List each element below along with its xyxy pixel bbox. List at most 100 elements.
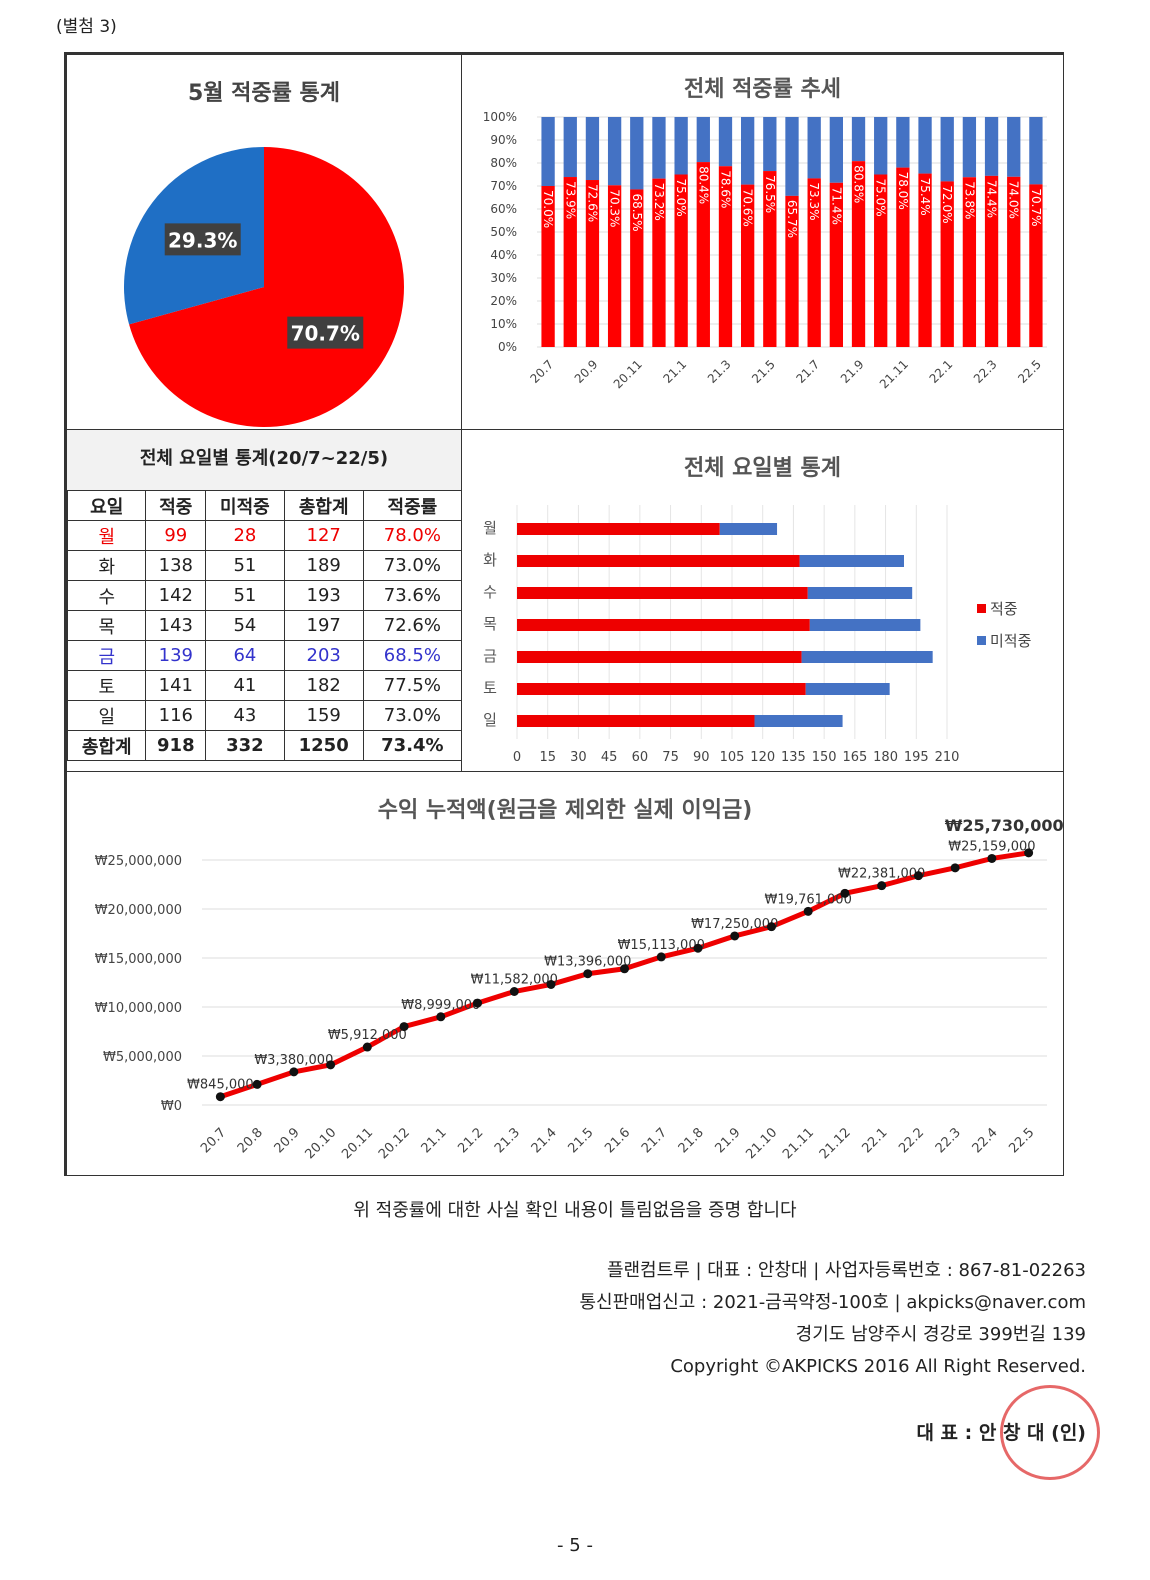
data-label: ₩15,113,000 [618,938,705,953]
stats-frame: 5월 적중률 통계 70.7% 29.3% 전체 적중률 추세 0% 10% 20% 3… [64,52,1064,1176]
table-header: 요일 [66,490,147,521]
table-cell: 139 [145,640,207,671]
data-point [509,986,519,996]
x-tick-label: 22.5 [1015,357,1044,386]
bar-hit [652,178,666,347]
bar-hit [541,186,555,347]
data-point [1024,848,1034,858]
y-tick-label: 50% [490,225,517,239]
x-tick-label: 21.3 [492,1125,523,1156]
table-cell: 68.5% [362,640,463,671]
table-header: 미적중 [205,490,285,521]
bar-miss [962,117,977,178]
table-cell: 77.5% [362,670,463,701]
bar-value-label: 74.4% [985,180,999,218]
table-header: 총합계 [283,490,364,521]
x-tick-label: 150 [812,750,837,765]
bar-value-label: 74.0% [1007,181,1021,219]
bar-miss [563,117,577,178]
x-tick-label: 21.8 [676,1125,707,1156]
bar-value-label: 72.6% [585,184,599,222]
table-cell: 총합계 [66,730,147,761]
table-cell: 141 [145,670,207,701]
bar-value-label: 65.7% [785,200,799,238]
table-title: 전체 요일별 통계(20/7~22/5) [67,430,461,491]
x-tick-label: 75 [662,750,679,765]
bar-value-label: 78.6% [718,170,732,208]
legend-label: 미적중 [990,632,1031,650]
x-tick-label: 22.3 [971,357,1000,386]
x-tick-label: 15 [539,750,556,765]
pie-label: 70.7% [291,322,360,346]
table-row: 목 143 54 197 72.6% [66,610,463,641]
data-point [436,1012,446,1022]
x-tick-label: 20.9 [572,357,601,386]
pie-label: 29.3% [168,228,237,252]
bar-miss [940,117,954,182]
table-row: 화 138 51 189 73.0% [66,550,463,581]
x-tick-label: 21.3 [705,357,734,386]
bar-hit [517,555,800,567]
table-cell: 197 [283,610,364,641]
bar-miss [896,117,910,168]
profit-title: 수익 누적액(원금을 제외한 실제 이익금) [377,798,753,823]
x-tick-label: 22.5 [1006,1125,1037,1156]
data-label: ₩19,761,000 [765,892,852,907]
bar-miss [918,117,932,174]
bar-miss [674,117,688,175]
y-tick-label: 90% [490,133,517,147]
bar-value-label: 73.9% [563,181,577,219]
x-tick-label: 21.5 [566,1125,597,1156]
y-tick-label: 월 [483,519,497,537]
table-cell: 72.6% [362,610,463,641]
bar-miss [763,117,777,172]
x-tick-label: 60 [632,750,649,765]
y-tick-label: 수 [483,583,497,601]
table-row: 월 99 28 127 78.0% [66,520,463,551]
x-tick-label: 21.6 [602,1125,633,1156]
x-tick-label: 22.1 [927,357,956,386]
bar-miss [809,619,921,631]
pie-slice [129,147,405,427]
y-tick-label: 일 [483,711,497,729]
table-cell: 1250 [283,730,364,761]
y-tick-label: 화 [483,551,497,569]
bar-value-label: 70.6% [741,189,755,227]
table-cell: 51 [205,580,285,611]
table-cell: 138 [145,550,207,581]
bar-miss [799,555,904,567]
bar-hit [807,178,821,347]
bar-hit [896,167,910,347]
table-cell: 73.6% [362,580,463,611]
bar-value-label: 70.0% [541,190,555,228]
data-label: ₩25,159,000 [948,839,1035,854]
bar-hit [517,651,802,663]
table-cell: 수 [66,580,147,611]
data-label: ₩8,999,000 [401,998,480,1013]
x-tick-label: 120 [750,750,775,765]
trend-title: 전체 적중률 추세 [684,77,841,102]
table-cell: 목 [66,610,147,641]
table-cell: 159 [283,700,364,731]
x-tick-label: 22.2 [896,1125,927,1156]
x-tick-label: 20.7 [198,1125,229,1156]
x-tick-label: 21.7 [639,1125,670,1156]
data-point [693,943,703,953]
bar-miss [696,117,710,163]
table-row: 토 141 41 182 77.5% [66,670,463,701]
x-tick-label: 20.10 [302,1125,339,1162]
bar-value-label: 80.4% [696,166,710,204]
data-point [987,853,997,863]
data-point [730,931,740,941]
bar-hit [696,162,710,347]
profit-panel: 수익 누적액(원금을 제외한 실제 이익금) ₩0 ₩5,000,000 ₩10,0… [66,771,1064,1176]
data-label: ₩22,381,000 [838,867,925,882]
table-cell: 78.0% [362,520,463,551]
bar-value-label: 72.0% [940,185,954,223]
bar-value-label: 75.0% [874,179,888,217]
pie-panel: 5월 적중률 통계 70.7% 29.3% [66,54,462,430]
bar-miss [807,117,821,179]
pie-chart: 70.7% 29.3% [124,147,405,427]
company-seal-stamp [1000,1385,1100,1480]
data-label: ₩25,730,000 [945,816,1063,835]
